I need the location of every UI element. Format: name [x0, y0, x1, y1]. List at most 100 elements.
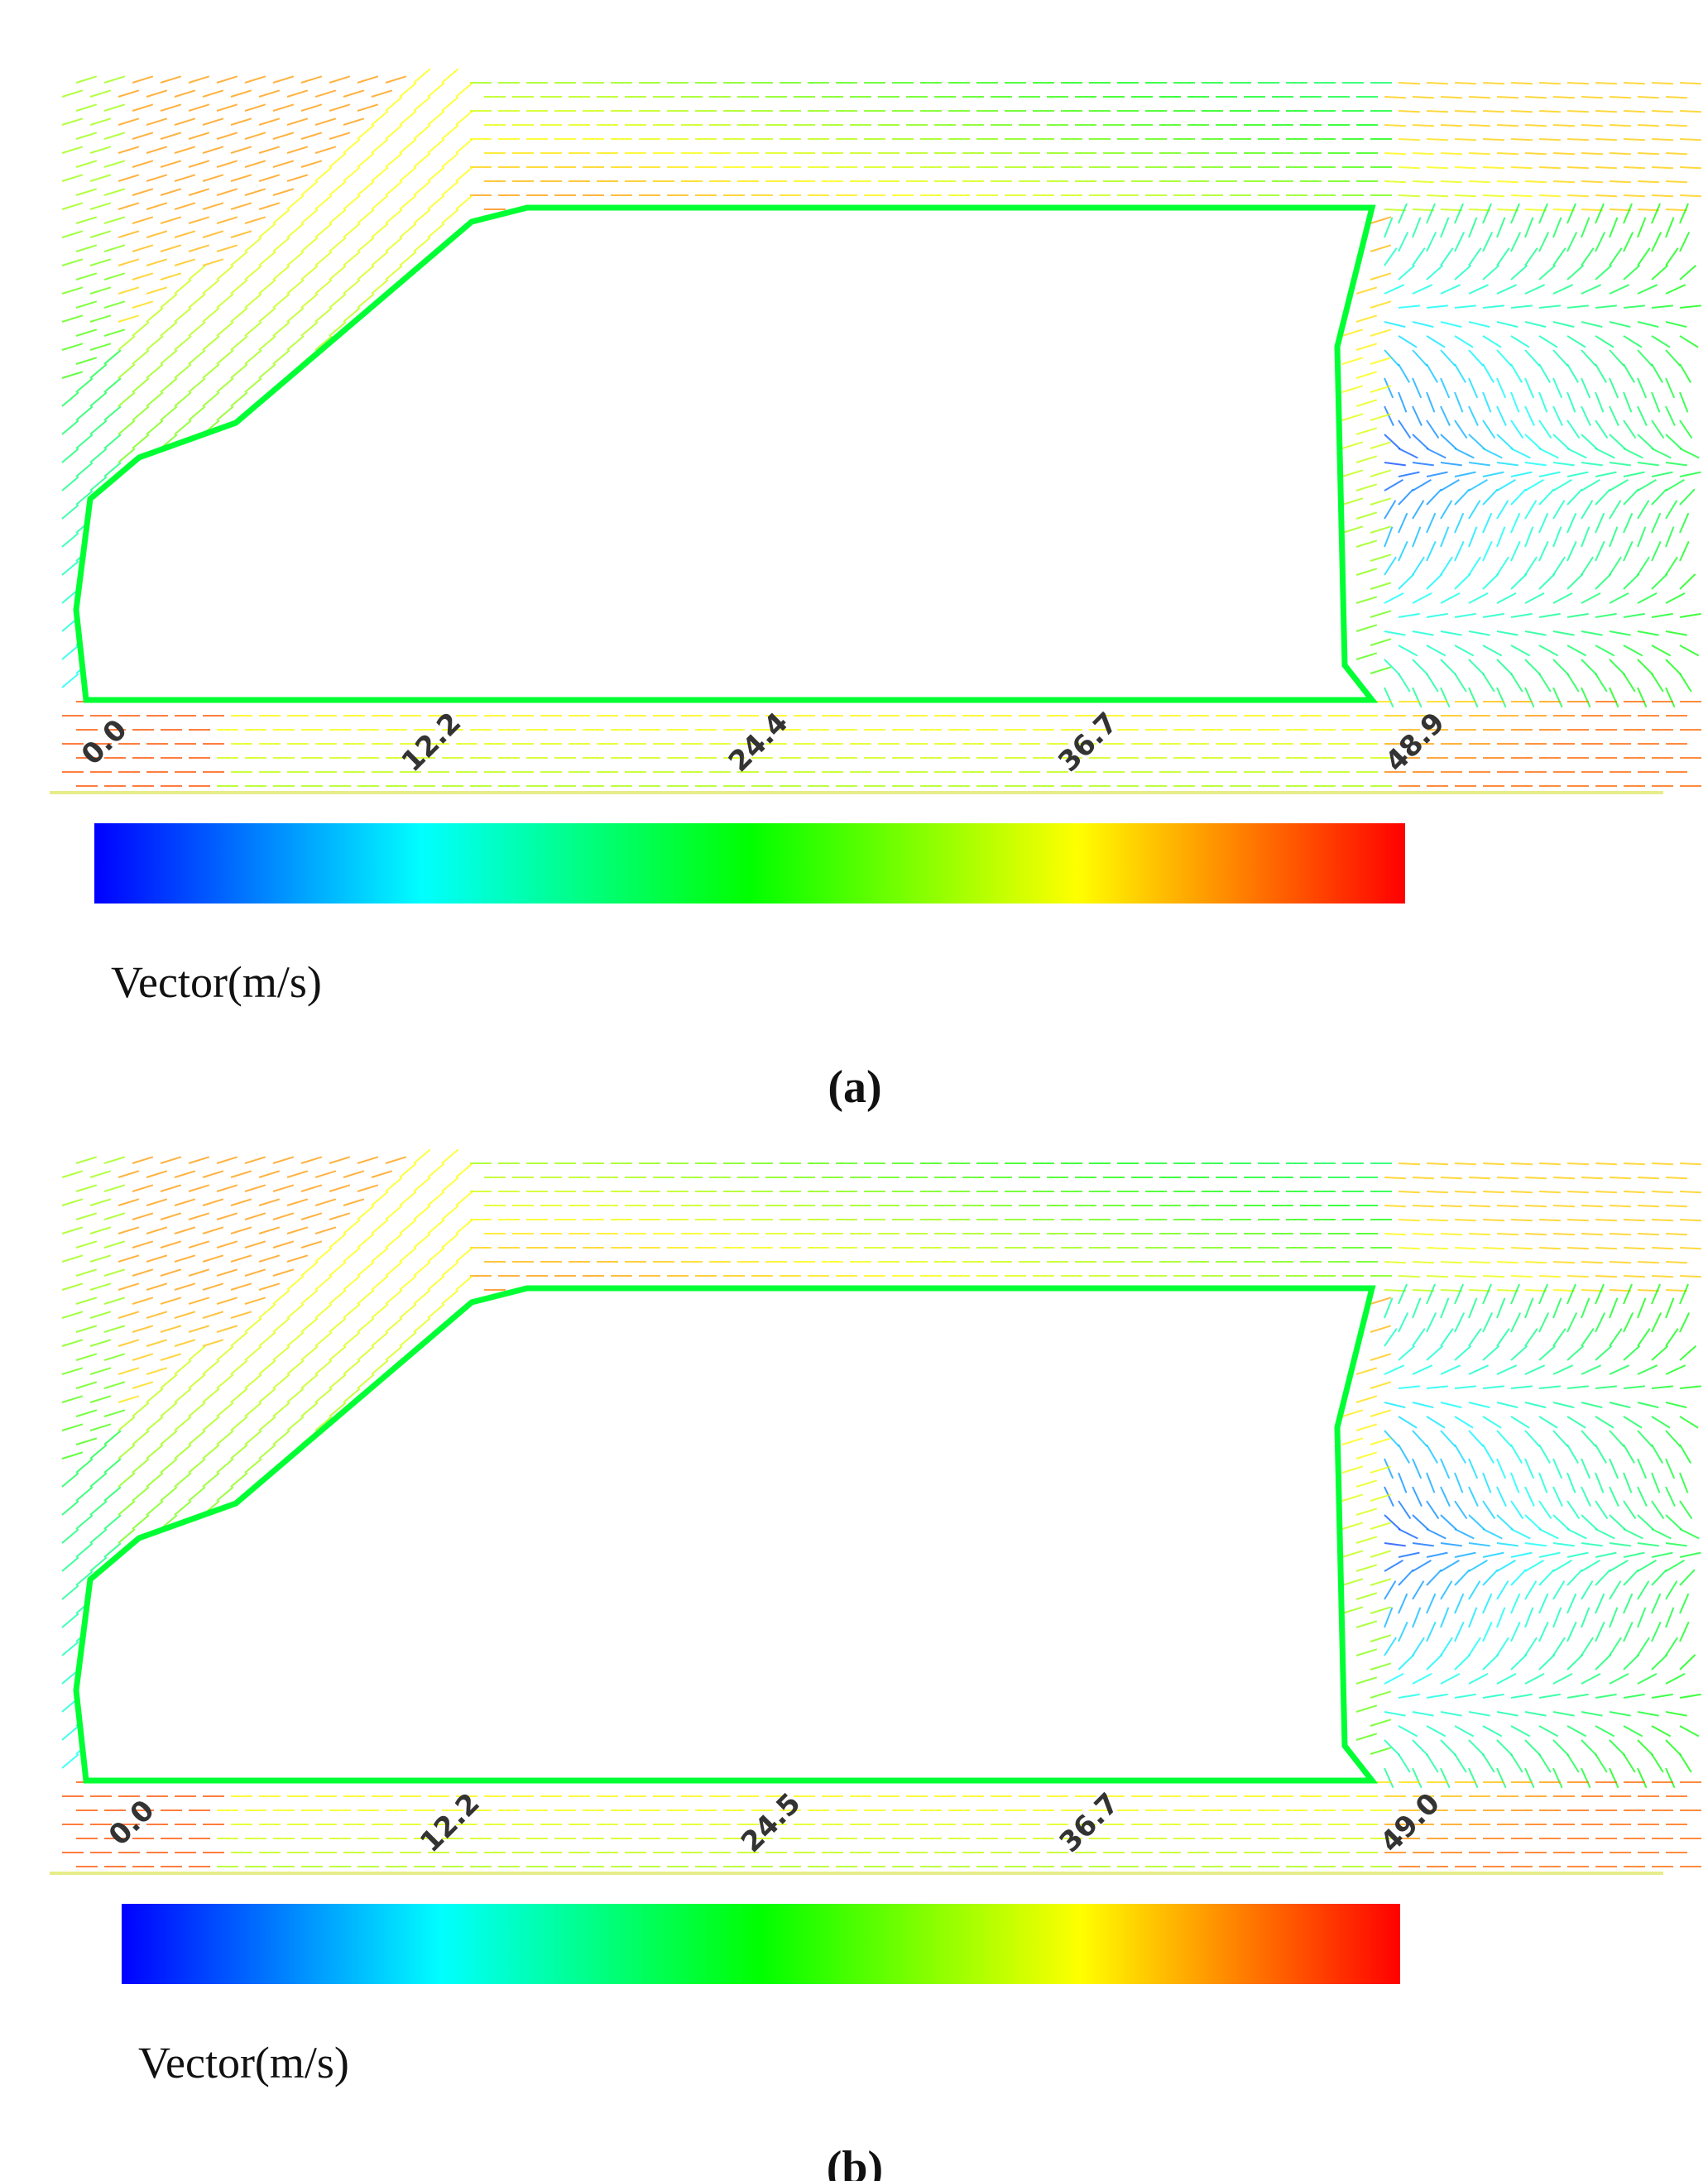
vector-arrow: [329, 103, 351, 112]
vector-arrow: [61, 1170, 84, 1178]
vector-arrow: [371, 110, 389, 126]
vector-arrow: [202, 335, 220, 351]
vector-arrow: [103, 434, 122, 449]
vector-arrow: [1651, 391, 1661, 413]
vector-arrow: [1341, 1550, 1364, 1558]
vector-arrow: [202, 1311, 224, 1319]
vector-arrow: [1482, 1621, 1493, 1642]
vector-arrow: [61, 202, 84, 210]
vector-arrow: [1370, 385, 1392, 393]
vector-arrow: [329, 293, 347, 309]
vector-arrow: [1454, 1621, 1465, 1642]
vector-arrow: [455, 138, 473, 154]
vector-arrow: [1454, 512, 1465, 534]
vector-arrow: [1384, 247, 1398, 266]
vector-arrow: [1581, 630, 1603, 636]
vector-arrow: [118, 1395, 140, 1403]
vector-arrow: [188, 1402, 206, 1417]
colorbar-label: Vector(m/s): [111, 957, 322, 1007]
vector-arrow: [61, 560, 79, 576]
vector-arrow: [1510, 1283, 1520, 1305]
vector-arrow: [61, 117, 84, 126]
vector-arrow: [1581, 434, 1598, 450]
vector-arrow: [1595, 448, 1615, 459]
vector-arrow: [1468, 592, 1489, 604]
vector-arrow: [272, 293, 290, 309]
vector-arrow: [1538, 448, 1559, 459]
vector-arrow: [1398, 1247, 1421, 1250]
vector-arrow: [1426, 419, 1440, 439]
vector-arrow: [1524, 1607, 1534, 1628]
vector-arrow: [272, 1402, 290, 1417]
vector-arrow: [1412, 217, 1422, 238]
vector-arrow: [413, 237, 431, 252]
vector-arrow: [1510, 488, 1527, 506]
vector-arrow: [314, 1170, 337, 1178]
vector-arrow: [89, 1395, 112, 1403]
vector-arrow: [146, 1226, 168, 1234]
vector-arrow: [1384, 377, 1394, 399]
vector-arrow: [1370, 216, 1392, 224]
vector-arrow: [343, 166, 361, 182]
vector-arrow: [1482, 419, 1496, 439]
vector-arrow: [1370, 272, 1392, 280]
vector-arrow: [286, 1198, 309, 1206]
vector-arrow: [1440, 180, 1463, 184]
vector-arrow: [160, 1184, 182, 1192]
vector-arrow: [1482, 1345, 1500, 1361]
vector-arrow: [1355, 286, 1378, 295]
vector-arrow: [1552, 526, 1562, 548]
vector-arrow: [1510, 304, 1533, 309]
vector-arrow: [174, 146, 196, 154]
vector-arrow: [160, 103, 182, 112]
vector-arrow: [174, 363, 192, 379]
vector-arrow: [1412, 1297, 1422, 1319]
vector-arrow: [1623, 1500, 1637, 1520]
vector-arrow: [188, 75, 210, 84]
vector-arrow: [1609, 1767, 1619, 1789]
vector-arrow: [75, 1381, 98, 1389]
vector-arrow: [1355, 1395, 1378, 1403]
vector-arrow: [1440, 556, 1453, 576]
vector-arrow: [1468, 1739, 1485, 1757]
vector-arrow: [230, 1170, 252, 1178]
vector-arrow: [427, 194, 445, 210]
vector-arrow: [441, 1261, 459, 1277]
vector-arrow: [1370, 638, 1392, 646]
vector-arrow: [1482, 82, 1505, 85]
vector-arrow: [1637, 1486, 1648, 1507]
vector-arrow: [1609, 556, 1622, 576]
vector-arrow: [1454, 1569, 1471, 1586]
vector-arrow: [1609, 1289, 1632, 1292]
vector-arrow: [300, 321, 319, 337]
vector-arrow: [1355, 1733, 1378, 1741]
vector-arrow: [1454, 1283, 1464, 1305]
vector-arrow: [61, 1500, 79, 1516]
vector-arrow: [89, 1528, 108, 1544]
vector-arrow: [1637, 1767, 1648, 1789]
vector-arrow: [1595, 1191, 1618, 1194]
vector-arrow: [1384, 434, 1401, 450]
vector-arrow: [1426, 448, 1447, 459]
vector-arrow: [1595, 232, 1606, 252]
vector-arrow: [103, 1458, 122, 1474]
vector-arrow: [1426, 110, 1449, 113]
vector-arrow: [1595, 1345, 1613, 1361]
vector-arrow: [314, 89, 337, 98]
vector-arrow: [1595, 1162, 1618, 1166]
vector-arrow: [1637, 1607, 1647, 1628]
vector-arrow: [1426, 391, 1436, 413]
vector-arrow: [174, 1359, 192, 1375]
vector-arrow: [1426, 1472, 1436, 1493]
vector-arrow: [103, 160, 126, 168]
vector-arrow: [441, 209, 459, 224]
vector-arrow: [1524, 377, 1535, 399]
vector-arrow: [216, 244, 238, 252]
vector-arrow: [174, 1226, 196, 1234]
tick-label: 0.0: [103, 1794, 161, 1853]
vector-arrow: [244, 293, 262, 309]
vector-arrow: [244, 265, 262, 280]
vector-arrow: [1496, 321, 1518, 328]
vector-arrow: [1412, 1711, 1434, 1717]
vector-arrow: [1581, 1297, 1590, 1319]
